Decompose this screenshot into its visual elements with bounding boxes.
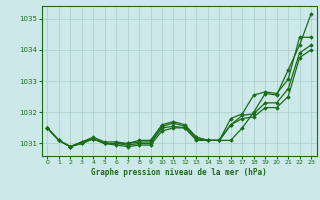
X-axis label: Graphe pression niveau de la mer (hPa): Graphe pression niveau de la mer (hPa)	[91, 168, 267, 177]
